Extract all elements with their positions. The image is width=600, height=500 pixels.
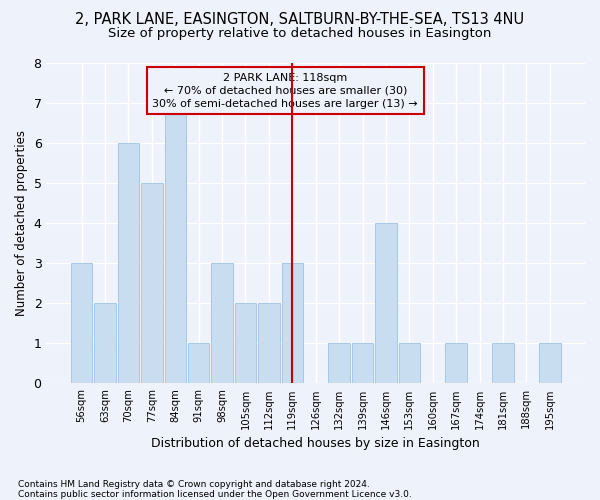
Bar (281, 263, 303, 384)
Text: Contains HM Land Registry data © Crown copyright and database right 2024.: Contains HM Land Registry data © Crown c… (18, 480, 370, 489)
Bar (398, 344, 420, 384)
Bar (235, 303, 256, 384)
Text: 2 PARK LANE: 118sqm
← 70% of detached houses are smaller (30)
30% of semi-detach: 2 PARK LANE: 118sqm ← 70% of detached ho… (152, 72, 418, 109)
Text: 2, PARK LANE, EASINGTON, SALTBURN-BY-THE-SEA, TS13 4NU: 2, PARK LANE, EASINGTON, SALTBURN-BY-THE… (76, 12, 524, 28)
Bar (492, 344, 514, 384)
Bar (188, 344, 209, 384)
Bar (164, 102, 186, 384)
Bar (539, 344, 560, 384)
X-axis label: Distribution of detached houses by size in Easington: Distribution of detached houses by size … (151, 437, 480, 450)
Bar (141, 183, 163, 384)
Y-axis label: Number of detached properties: Number of detached properties (15, 130, 28, 316)
Bar (211, 263, 233, 384)
Bar (94, 303, 116, 384)
Text: Contains public sector information licensed under the Open Government Licence v3: Contains public sector information licen… (18, 490, 412, 499)
Bar (375, 223, 397, 384)
Bar (352, 344, 373, 384)
Bar (328, 344, 350, 384)
Bar (445, 344, 467, 384)
Bar (71, 263, 92, 384)
Bar (118, 142, 139, 384)
Text: Size of property relative to detached houses in Easington: Size of property relative to detached ho… (109, 28, 491, 40)
Bar (258, 303, 280, 384)
